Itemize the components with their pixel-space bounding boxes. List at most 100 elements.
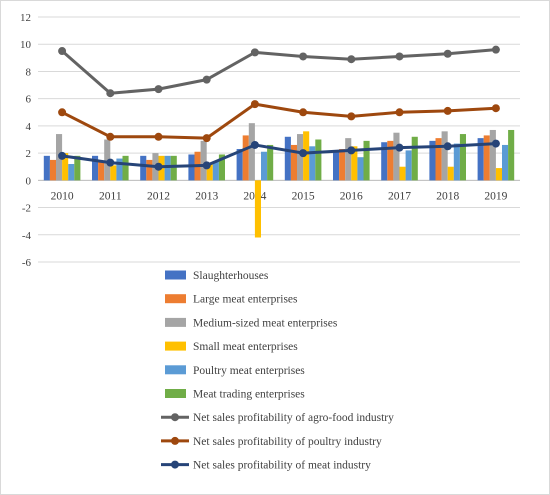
line-net-sales-profitability-of-poultry-industry xyxy=(61,102,496,140)
point-net-sales-profitability-of-meat-industry-2011 xyxy=(106,158,115,167)
point-net-sales-profitability-of-poultry-industry-2014 xyxy=(250,100,259,109)
bar-large-meat-enterprises-2011 xyxy=(98,161,105,181)
bar-small-meat-enterprises-2014 xyxy=(254,180,261,238)
bar-small-meat-enterprises-2016 xyxy=(351,146,358,181)
bar-slaughterhouses-2016 xyxy=(333,150,340,181)
x-tick-label: 2013 xyxy=(195,190,218,202)
legend-label-large-meat-enterprises: Large meat enterprises xyxy=(193,294,298,306)
point-net-sales-profitability-of-poultry-industry-2019 xyxy=(491,104,500,113)
point-net-sales-profitability-of-poultry-industry-2012 xyxy=(154,132,163,141)
bar-meat-trading-enterprises-2015 xyxy=(315,139,322,181)
x-tick-label: 2010 xyxy=(51,190,74,202)
legend-label-medium-sized-meat-enterprises: Medium-sized meat enterprises xyxy=(193,317,338,329)
bar-medium-sized-meat-enterprises-2016 xyxy=(345,138,352,181)
point-net-sales-profitability-of-meat-industry-2018 xyxy=(443,142,452,151)
bar-series xyxy=(43,123,515,238)
bar-slaughterhouses-2015 xyxy=(284,136,291,181)
x-tick-label: 2018 xyxy=(436,190,459,202)
x-tick-label: 2012 xyxy=(147,190,170,202)
legend-label-meat-trading-enterprises: Meat trading enterprises xyxy=(193,389,305,401)
y-axis: 12 10 8 6 4 2 0 -2 -4 -6 xyxy=(20,12,32,269)
y-tick-label: -4 xyxy=(22,230,32,242)
bar-small-meat-enterprises-2011 xyxy=(110,165,117,181)
point-net-sales-profitability-of-agro-food-industry-2010 xyxy=(58,47,67,56)
y-tick-label: -6 xyxy=(22,257,32,269)
bar-slaughterhouses-2010 xyxy=(43,155,50,181)
bar-poultry-meat-enterprises-2010 xyxy=(68,164,75,181)
bar-medium-sized-meat-enterprises-2011 xyxy=(104,139,111,181)
bar-small-meat-enterprises-2017 xyxy=(399,166,406,181)
bar-slaughterhouses-2018 xyxy=(429,140,436,181)
bar-slaughterhouses-2012 xyxy=(140,155,147,181)
y-tick-label: 0 xyxy=(26,175,32,187)
legend-label-net-sales-profitability-of-poultry-industry: Net sales profitability of poultry indus… xyxy=(193,436,382,448)
y-tick-label: 10 xyxy=(20,39,32,51)
x-tick-label: 2017 xyxy=(388,190,411,202)
bar-meat-trading-enterprises-2018 xyxy=(459,134,466,181)
bar-small-meat-enterprises-2015 xyxy=(303,131,310,181)
x-tick-label: 2015 xyxy=(292,190,315,202)
bar-poultry-meat-enterprises-2011 xyxy=(116,158,123,181)
point-net-sales-profitability-of-meat-industry-2019 xyxy=(491,139,500,148)
bar-poultry-meat-enterprises-2015 xyxy=(309,146,316,181)
legend-swatch-small-meat-enterprises xyxy=(165,341,186,351)
legend-label-slaughterhouses: Slaughterhouses xyxy=(193,270,269,282)
bar-meat-trading-enterprises-2016 xyxy=(363,140,370,181)
point-net-sales-profitability-of-agro-food-industry-2018 xyxy=(443,49,452,58)
point-net-sales-profitability-of-meat-industry-2015 xyxy=(299,149,308,158)
line-series xyxy=(58,45,500,171)
bar-meat-trading-enterprises-2011 xyxy=(122,155,129,181)
legend-swatch-medium-sized-meat-enterprises xyxy=(165,317,186,327)
legend-label-small-meat-enterprises: Small meat enterprises xyxy=(193,341,298,353)
bar-meat-trading-enterprises-2014 xyxy=(267,144,274,181)
bar-slaughterhouses-2019 xyxy=(477,138,484,181)
point-net-sales-profitability-of-poultry-industry-2010 xyxy=(58,108,67,117)
bar-large-meat-enterprises-2012 xyxy=(146,159,153,181)
bar-large-meat-enterprises-2015 xyxy=(290,144,297,181)
point-net-sales-profitability-of-agro-food-industry-2015 xyxy=(299,52,308,61)
bar-poultry-meat-enterprises-2013 xyxy=(212,161,219,181)
bar-poultry-meat-enterprises-2017 xyxy=(405,150,412,181)
point-net-sales-profitability-of-poultry-industry-2011 xyxy=(106,132,115,141)
legend-swatch-meat-trading-enterprises xyxy=(165,389,186,398)
bar-large-meat-enterprises-2018 xyxy=(435,138,442,181)
bar-slaughterhouses-2011 xyxy=(92,155,99,181)
point-net-sales-profitability-of-meat-industry-2014 xyxy=(250,140,259,149)
legend-swatch-poultry-meat-enterprises xyxy=(165,365,186,375)
bar-small-meat-enterprises-2019 xyxy=(495,168,502,181)
bar-meat-trading-enterprises-2019 xyxy=(508,129,515,181)
bar-meat-trading-enterprises-2017 xyxy=(411,136,418,181)
point-net-sales-profitability-of-poultry-industry-2018 xyxy=(443,106,452,115)
legend-label-net-sales-profitability-of-agro-food-industry: Net sales profitability of agro-food ind… xyxy=(193,412,394,424)
point-net-sales-profitability-of-meat-industry-2017 xyxy=(395,143,404,152)
bar-slaughterhouses-2013 xyxy=(188,154,195,181)
point-net-sales-profitability-of-meat-industry-2012 xyxy=(154,162,163,171)
bar-poultry-meat-enterprises-2016 xyxy=(357,157,364,181)
bar-large-meat-enterprises-2019 xyxy=(483,135,490,181)
point-net-sales-profitability-of-agro-food-industry-2014 xyxy=(250,48,259,57)
bar-slaughterhouses-2017 xyxy=(381,142,388,181)
bar-large-meat-enterprises-2010 xyxy=(49,159,56,181)
bar-poultry-meat-enterprises-2014 xyxy=(261,151,268,181)
bar-medium-sized-meat-enterprises-2019 xyxy=(489,129,496,181)
point-net-sales-profitability-of-poultry-industry-2017 xyxy=(395,108,404,117)
y-tick-label: 12 xyxy=(20,12,31,24)
y-tick-label: 6 xyxy=(26,94,32,106)
bar-poultry-meat-enterprises-2012 xyxy=(164,155,171,181)
point-net-sales-profitability-of-agro-food-industry-2019 xyxy=(491,45,500,54)
y-tick-label: 2 xyxy=(26,148,32,160)
point-net-sales-profitability-of-agro-food-industry-2012 xyxy=(154,85,163,94)
bar-meat-trading-enterprises-2012 xyxy=(170,155,177,181)
x-tick-label: 2019 xyxy=(484,190,507,202)
x-tick-label: 2011 xyxy=(99,190,122,202)
point-net-sales-profitability-of-poultry-industry-2015 xyxy=(299,108,308,117)
point-net-sales-profitability-of-meat-industry-2013 xyxy=(202,161,211,170)
legend-label-poultry-meat-enterprises: Poultry meat enterprises xyxy=(193,365,305,377)
bar-poultry-meat-enterprises-2019 xyxy=(502,144,509,181)
point-net-sales-profitability-of-poultry-industry-2016 xyxy=(347,112,356,121)
y-tick-label: 4 xyxy=(26,121,32,133)
legend-marker-net-sales-profitability-of-agro-food-industry xyxy=(171,413,179,422)
bar-small-meat-enterprises-2013 xyxy=(206,164,213,181)
line-net-sales-profitability-of-meat-industry xyxy=(61,142,496,169)
